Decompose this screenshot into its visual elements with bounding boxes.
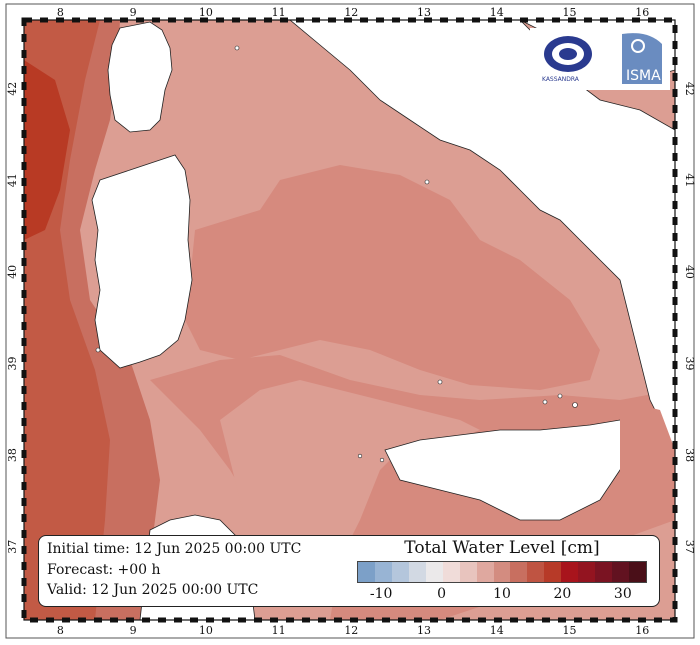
colorbar [357, 561, 647, 583]
valid-time-text: Valid: 12 Jun 2025 00:00 UTC [47, 582, 259, 598]
lon-tick-label: 10 [199, 624, 213, 637]
colorbar-swatch [561, 562, 579, 582]
kassandra-logo [544, 36, 592, 72]
colorbar-swatch [510, 562, 528, 582]
lon-tick-label: 12 [344, 624, 358, 637]
logo-panel: KASSANDRA ISMAR [530, 28, 670, 90]
colorbar-tick-label: 30 [613, 586, 632, 602]
lat-tick-label: 41 [683, 173, 696, 187]
lon-tick-label: 10 [199, 6, 213, 19]
kassandra-logo-text: KASSANDRA [542, 76, 579, 83]
lat-tick-label: 38 [6, 448, 19, 462]
colorbar-swatch [408, 562, 426, 582]
lon-tick-label: 8 [57, 624, 64, 637]
colorbar-swatch [527, 562, 545, 582]
colorbar-swatch [493, 562, 511, 582]
sea-central-band [185, 165, 600, 390]
lon-tick-label: 14 [490, 624, 504, 637]
lat-tick-label: 38 [683, 448, 696, 462]
colorbar-swatch [391, 562, 409, 582]
colorbar-swatch [578, 562, 596, 582]
ismar-logo [622, 33, 662, 84]
lon-tick-label: 13 [417, 624, 431, 637]
colorbar-swatch [459, 562, 477, 582]
colorbar-swatch [425, 562, 443, 582]
lon-tick-label: 15 [563, 624, 577, 637]
lat-axis-left: 37 38 39 40 41 42 [6, 82, 19, 554]
lon-tick-label: 15 [563, 6, 577, 19]
lon-tick-label: 16 [635, 6, 649, 19]
colorbar-swatch [476, 562, 494, 582]
ismar-logo-text: ISMAR [626, 68, 671, 84]
lat-tick-label: 40 [683, 265, 696, 279]
colorbar-swatch [629, 562, 646, 582]
info-legend-box: Initial time: 12 Jun 2025 00:00 UTC Fore… [38, 535, 660, 607]
land-corsica [107, 21, 173, 133]
colorbar-tick-label: 0 [437, 586, 447, 602]
lon-tick-label: 11 [272, 624, 286, 637]
lon-tick-label: 11 [272, 6, 286, 19]
lat-tick-label: 39 [6, 357, 19, 371]
colorbar-title: Total Water Level [cm] [404, 538, 600, 558]
island [557, 393, 563, 399]
lat-tick-label: 37 [6, 540, 19, 554]
lon-tick-label: 12 [344, 6, 358, 19]
island [572, 402, 578, 408]
lat-tick-label: 37 [683, 540, 696, 554]
island [542, 399, 548, 405]
colorbar-tick-label: 10 [493, 586, 511, 602]
island [234, 45, 240, 51]
island [379, 457, 385, 463]
colorbar-swatch [442, 562, 460, 582]
outer-border [5, 3, 695, 639]
land-italy [289, 20, 675, 451]
initial-time-text: Initial time: 12 Jun 2025 00:00 UTC [47, 541, 302, 557]
lat-axis-right: 37 38 39 40 41 42 [683, 82, 696, 554]
lon-tick-label: 8 [57, 6, 64, 19]
colorbar-swatch [374, 562, 392, 582]
lon-tick-label: 16 [635, 624, 649, 637]
lon-tick-label: 9 [130, 624, 137, 637]
forecast-text: Forecast: +00 h [47, 562, 161, 578]
lat-tick-label: 40 [6, 265, 19, 279]
island [357, 453, 363, 459]
island [437, 379, 443, 385]
lon-tick-label: 13 [417, 6, 431, 19]
lat-tick-label: 39 [683, 357, 696, 371]
map-edge-ruler [21, 17, 678, 623]
island [95, 347, 101, 353]
lat-tick-label: 42 [6, 82, 19, 96]
sea-west-darkest [24, 60, 70, 240]
sea-calabria [620, 400, 675, 520]
lon-axis-top: 8 9 10 11 12 13 14 15 16 [57, 6, 649, 19]
lon-tick-label: 9 [130, 6, 137, 19]
lat-tick-label: 42 [683, 82, 696, 96]
lon-tick-label: 14 [490, 6, 504, 19]
colorbar-swatch [544, 562, 562, 582]
colorbar-swatch [358, 562, 375, 582]
colorbar-tick-label: -10 [369, 586, 393, 602]
colorbar-tick-label: 20 [553, 586, 572, 602]
land-sardinia [91, 154, 193, 369]
island [424, 179, 430, 185]
colorbar-swatch [595, 562, 613, 582]
lon-axis-bottom: 8 9 10 11 12 13 14 15 16 [57, 624, 649, 637]
lat-tick-label: 41 [6, 173, 19, 187]
colorbar-swatch [612, 562, 629, 582]
